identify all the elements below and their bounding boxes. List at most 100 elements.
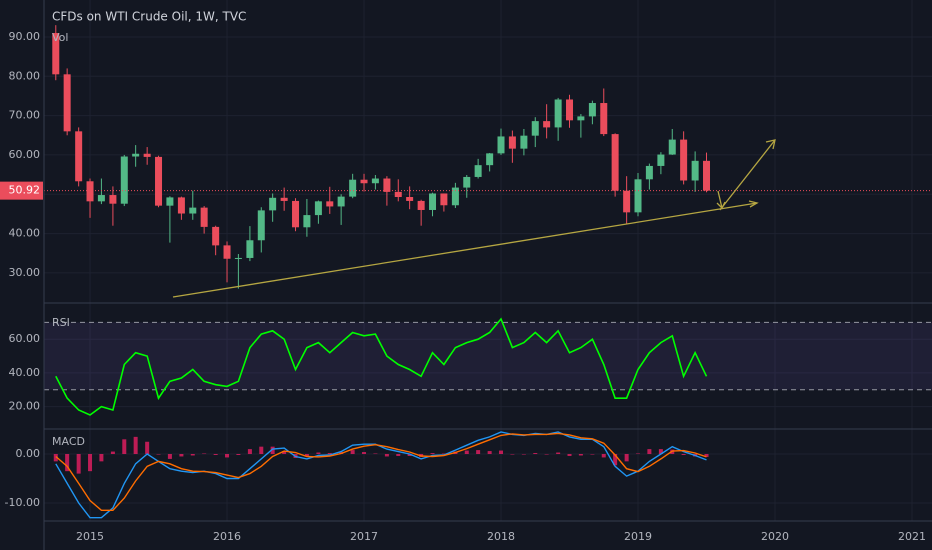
x-tick-label: 2021: [898, 530, 926, 543]
candle-body: [269, 197, 277, 211]
macd-histogram-bar: [110, 451, 115, 455]
macd-histogram-bar: [270, 446, 275, 455]
candle-body: [668, 139, 676, 155]
candle-body: [200, 207, 208, 227]
candle-body: [280, 197, 288, 201]
macd-histogram-bar: [304, 454, 309, 457]
macd-histogram-bar: [190, 454, 195, 456]
macd-histogram-bar: [65, 454, 70, 472]
projection-arrow: [719, 139, 776, 211]
candle-body: [463, 176, 471, 188]
projection-arrow: [717, 190, 723, 209]
macd-histogram-bar: [624, 454, 629, 462]
candle-body: [383, 178, 391, 192]
macd-line: [55, 431, 707, 519]
candle-body: [554, 99, 562, 128]
chart-title: CFDs on WTI Crude Oil, 1W, TVC: [52, 10, 246, 24]
macd-histogram-bar: [704, 454, 709, 457]
candle-body: [97, 195, 105, 202]
candle-body: [212, 226, 220, 246]
x-tick-label: 2019: [624, 530, 652, 543]
macd-histogram-bar: [533, 453, 538, 455]
rsi-label: RSI: [52, 316, 70, 329]
x-tick-label: 2020: [761, 530, 789, 543]
candle-body: [63, 74, 71, 132]
macd-histogram-bar: [658, 449, 663, 455]
macd-histogram-bar: [487, 451, 492, 455]
macd-histogram-bar: [407, 454, 412, 456]
macd-histogram-bar: [88, 454, 93, 472]
y-tick-label: 90.00: [9, 30, 41, 43]
candle-body: [691, 160, 699, 181]
macd-histogram-bar: [133, 436, 138, 455]
candle-body: [132, 153, 140, 157]
x-tick-label: 2018: [487, 530, 515, 543]
macd-histogram-bar: [521, 454, 526, 455]
macd-histogram-bar: [179, 454, 184, 457]
candle-body: [303, 215, 311, 228]
last-price-label: 50.92: [9, 184, 41, 197]
candle-body: [177, 197, 185, 214]
x-tick-label: 2017: [350, 530, 378, 543]
macd-histogram-bar: [681, 454, 686, 455]
y-tick-label: 70.00: [9, 109, 41, 122]
y-tick-label: 40.00: [9, 366, 41, 379]
macd-histogram-bar: [396, 454, 401, 456]
macd-histogram-bar: [384, 454, 389, 457]
macd-histogram-bar: [636, 453, 641, 455]
axes: 2015 2016 2017 2018 2019 2020 2021 30.00 40.00 50…: [0, 30, 926, 543]
candle-body: [474, 165, 482, 177]
y-tick-label: 30.00: [9, 266, 41, 279]
candle-body: [349, 179, 357, 197]
candle-body: [292, 200, 300, 228]
candle-body: [634, 179, 642, 213]
candle-body: [189, 207, 197, 214]
arrow-head: [716, 201, 726, 210]
rsi-line: [55, 317, 708, 416]
trend-line: [172, 202, 758, 298]
macd-histogram-bar: [259, 446, 264, 455]
macd-histogram-bar: [327, 453, 332, 455]
candle-body: [657, 154, 665, 166]
macd-histogram-bar: [76, 454, 81, 474]
y-tick-label: 60.00: [9, 332, 41, 345]
candle-body: [451, 187, 459, 206]
candle-body: [588, 103, 596, 117]
candle-body: [234, 257, 242, 259]
x-tick-label: 2015: [76, 530, 104, 543]
macd-histogram-bar: [544, 454, 549, 455]
candle-body: [52, 33, 60, 75]
macd-histogram-bar: [350, 450, 355, 455]
macd-histogram-bar: [510, 454, 515, 455]
macd-histogram-bar: [647, 449, 652, 455]
arrow-head: [765, 139, 776, 150]
macd-line: [55, 432, 707, 511]
macd-histogram-bar: [476, 450, 481, 455]
macd-histogram-bar: [590, 454, 595, 455]
candle-body: [360, 179, 368, 184]
candle-body: [417, 200, 425, 210]
macd-histogram-bar: [441, 453, 446, 455]
macd-histogram-bar: [362, 452, 367, 455]
macd-histogram-bar: [373, 453, 378, 455]
macd-histogram-bar: [430, 453, 435, 455]
macd-histogram-bar: [225, 454, 230, 458]
macd-histogram-bar: [316, 452, 321, 455]
y-tick-label: 80.00: [9, 69, 41, 82]
candle-body: [645, 165, 653, 180]
macd-histogram-bar: [99, 454, 104, 462]
y-tick-label: -10.00: [5, 496, 40, 509]
macd-histogram-bar: [601, 454, 606, 458]
macd-histogram-bar: [202, 453, 207, 455]
y-tick-label: 60.00: [9, 148, 41, 161]
candle-body: [314, 201, 322, 216]
y-tick-label: 40.00: [9, 227, 41, 240]
candle-body: [611, 134, 619, 191]
candle-body: [337, 196, 345, 207]
macd-histogram-bar: [53, 454, 58, 462]
volume-label: Vol: [52, 31, 68, 44]
grid: [44, 0, 932, 521]
macd-histogram-bar: [156, 454, 161, 455]
